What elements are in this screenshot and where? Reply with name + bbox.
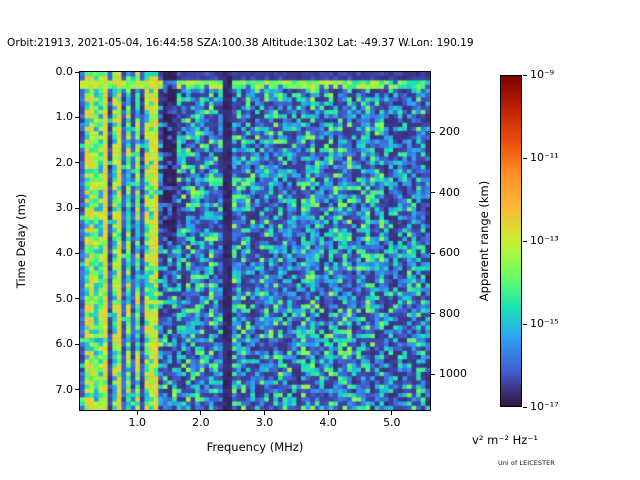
x-tick-mark (136, 411, 138, 415)
right-tick-label: 800 (439, 306, 460, 320)
right-tick-mark (431, 313, 435, 315)
x-tick-label: 1.0 (128, 416, 147, 429)
y-tick-mark (75, 298, 79, 300)
y-tick-label: 3.0 (55, 201, 74, 215)
y-tick-mark (75, 116, 79, 118)
colorbar-tick-label: 10⁻¹⁵ (530, 316, 559, 330)
y-tick-mark (75, 252, 79, 254)
right-tick-label: 200 (439, 125, 460, 139)
x-tick-label: 3.0 (255, 416, 274, 429)
right-tick-mark (431, 252, 435, 254)
y-tick-label: 2.0 (55, 155, 74, 169)
colorbar-tick-label: 10⁻⁹ (530, 67, 555, 81)
y-tick-mark (75, 343, 79, 345)
colorbar-tick-label: 10⁻¹¹ (530, 150, 559, 164)
x-tick-mark (327, 411, 329, 415)
x-tick-mark (200, 411, 202, 415)
colorbar-tick-mark (523, 157, 527, 159)
spectrogram-canvas (80, 72, 430, 410)
colorbar-gradient (501, 76, 521, 406)
watermark: Uni of LEICESTER (498, 459, 555, 467)
right-tick-label: 600 (439, 246, 460, 260)
y-tick-label: 7.0 (55, 382, 74, 396)
y-tick-mark (75, 207, 79, 209)
y-axis-label: Time Delay (ms) (14, 193, 28, 289)
x-tick-mark (391, 411, 393, 415)
colorbar-tick-mark (523, 323, 527, 325)
right-axis-label: Apparent range (km) (477, 180, 491, 302)
y-tick-label: 1.0 (55, 110, 74, 124)
right-tick-label: 1000 (439, 367, 467, 381)
colorbar-tick-mark (523, 240, 527, 242)
x-tick-label: 4.0 (319, 416, 337, 429)
plot-area (79, 71, 431, 411)
right-tick-mark (431, 192, 435, 194)
y-tick-label: 6.0 (55, 337, 74, 351)
y-tick-label: 4.0 (55, 246, 74, 260)
y-tick-mark (75, 71, 79, 73)
right-tick-mark (431, 373, 435, 375)
right-tick-mark (431, 131, 435, 133)
y-tick-mark (75, 162, 79, 164)
colorbar-tick-label: 10⁻¹⁷ (530, 399, 559, 413)
colorbar-tick-mark (523, 74, 527, 76)
colorbar-tick-mark (523, 406, 527, 408)
x-axis-label: Frequency (MHz) (206, 440, 304, 454)
x-tick-label: 2.0 (192, 416, 210, 429)
plot-title: Orbit:21913, 2021-05-04, 16:44:58 SZA:10… (7, 37, 474, 49)
y-tick-label: 0.0 (55, 64, 74, 78)
right-tick-label: 400 (439, 185, 460, 199)
colorbar-tick-label: 10⁻¹³ (530, 233, 559, 247)
colorbar-unit-label: v² m⁻² Hz⁻¹ (472, 433, 538, 447)
colorbar (500, 75, 522, 407)
x-tick-label: 5.0 (383, 416, 401, 429)
x-tick-mark (264, 411, 266, 415)
y-tick-mark (75, 389, 79, 391)
y-tick-label: 5.0 (55, 291, 74, 305)
